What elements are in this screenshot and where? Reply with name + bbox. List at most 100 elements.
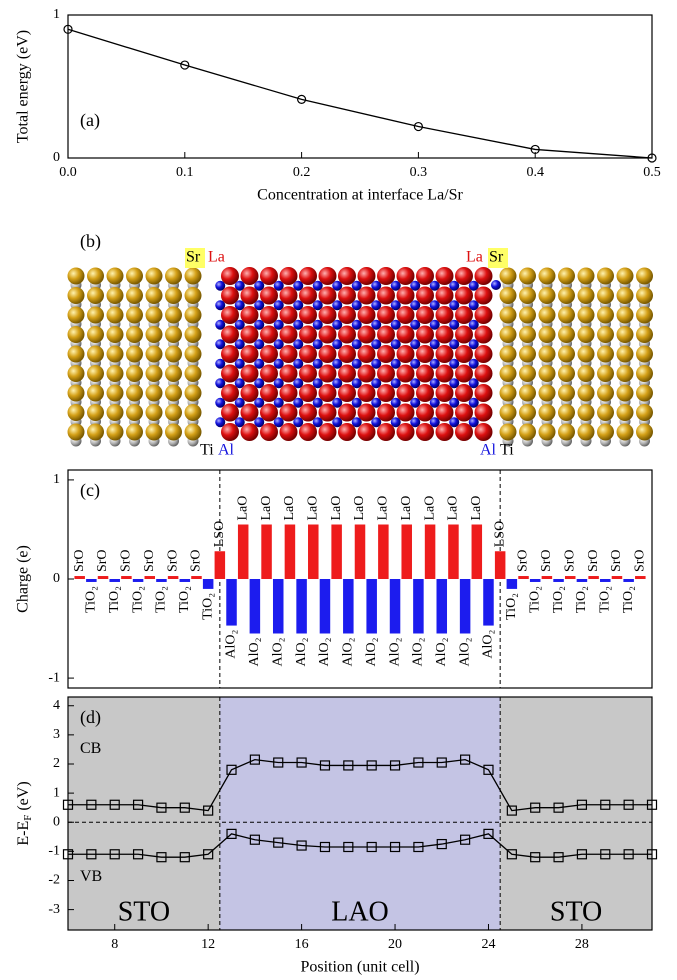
atom	[578, 287, 595, 304]
atom	[519, 346, 536, 363]
bar	[273, 579, 284, 634]
atom	[491, 280, 501, 290]
panel-label: (c)	[80, 480, 100, 501]
atom	[519, 424, 536, 441]
y-axis-label: Total energy (eV)	[15, 30, 32, 143]
atom	[165, 346, 182, 363]
x-tick-label: 0.1	[176, 165, 194, 180]
atom	[578, 268, 595, 285]
layer-label: SrO	[119, 549, 134, 572]
bar	[542, 576, 553, 579]
bar	[156, 579, 167, 582]
layer-label: TiO₂	[551, 586, 566, 613]
atom	[597, 385, 614, 402]
atom	[578, 404, 595, 421]
atom	[87, 307, 104, 324]
layer-label: LaO	[376, 496, 391, 521]
layer-label: SrO	[586, 549, 601, 572]
bar	[635, 576, 646, 579]
atom	[126, 385, 143, 402]
atom	[146, 385, 163, 402]
series-label: VB	[80, 868, 102, 885]
layer-label: SrO	[142, 549, 157, 572]
atom	[617, 404, 634, 421]
atom	[185, 326, 202, 343]
atom	[146, 424, 163, 441]
series-label: CB	[80, 740, 101, 757]
atom	[280, 423, 298, 441]
x-axis-label: Concentration at interface La/Sr	[257, 187, 463, 204]
layer-label: SrO	[189, 549, 204, 572]
atom	[68, 307, 85, 324]
atom	[558, 346, 575, 363]
atom	[185, 385, 202, 402]
atom	[597, 326, 614, 343]
bar	[518, 576, 529, 579]
atom-label: Ti	[200, 442, 214, 459]
bar	[588, 576, 599, 579]
y-tick-label: -2	[48, 873, 60, 888]
x-tick-label: 24	[481, 937, 495, 952]
atom	[455, 423, 473, 441]
layer-label: SrO	[633, 549, 648, 572]
atom	[126, 365, 143, 382]
y-tick-label: 1	[53, 785, 60, 800]
atom	[500, 404, 517, 421]
atom	[519, 326, 536, 343]
atom	[597, 424, 614, 441]
y-tick-label: -1	[48, 844, 60, 859]
bar	[355, 525, 366, 580]
atom	[539, 326, 556, 343]
layer-label: SrO	[539, 549, 554, 572]
bar	[401, 525, 412, 580]
bar	[191, 576, 202, 579]
atom-label: Al	[218, 442, 235, 459]
atom	[126, 404, 143, 421]
atom	[126, 326, 143, 343]
layer-label: SrO	[72, 549, 87, 572]
atom	[68, 424, 85, 441]
atom	[126, 287, 143, 304]
bar	[577, 579, 588, 582]
atom	[165, 307, 182, 324]
atom	[358, 423, 376, 441]
atom	[519, 365, 536, 382]
atom	[397, 423, 415, 441]
atom	[539, 287, 556, 304]
atom-label: Al	[480, 442, 497, 459]
y-tick-label: 3	[53, 727, 60, 742]
bar	[261, 525, 272, 580]
y-tick-label: 2	[53, 756, 60, 771]
atom	[146, 365, 163, 382]
atom	[68, 385, 85, 402]
atom	[146, 404, 163, 421]
atom	[338, 423, 356, 441]
bar	[331, 525, 342, 580]
layer-label: TiO₂	[84, 586, 99, 613]
bar	[98, 576, 109, 579]
bar	[296, 579, 307, 634]
layer-label: AlO₂	[247, 637, 262, 666]
x-tick-label: 16	[295, 937, 309, 952]
atom	[146, 268, 163, 285]
bar	[390, 579, 401, 634]
atom	[636, 424, 653, 441]
atom	[597, 346, 614, 363]
atom	[87, 346, 104, 363]
atom	[185, 268, 202, 285]
atom	[87, 326, 104, 343]
bar	[530, 579, 541, 582]
layer-label: TiO₂	[154, 586, 169, 613]
bar	[460, 579, 471, 634]
bar	[472, 525, 483, 580]
layer-label: SrO	[95, 549, 110, 572]
atom	[636, 326, 653, 343]
bar	[320, 579, 331, 634]
x-tick-label: 12	[201, 937, 215, 952]
y-axis-label: E-EF (eV)	[15, 781, 34, 845]
atom	[165, 326, 182, 343]
atom	[636, 268, 653, 285]
atom	[107, 326, 124, 343]
atom	[185, 424, 202, 441]
bar	[238, 525, 249, 580]
